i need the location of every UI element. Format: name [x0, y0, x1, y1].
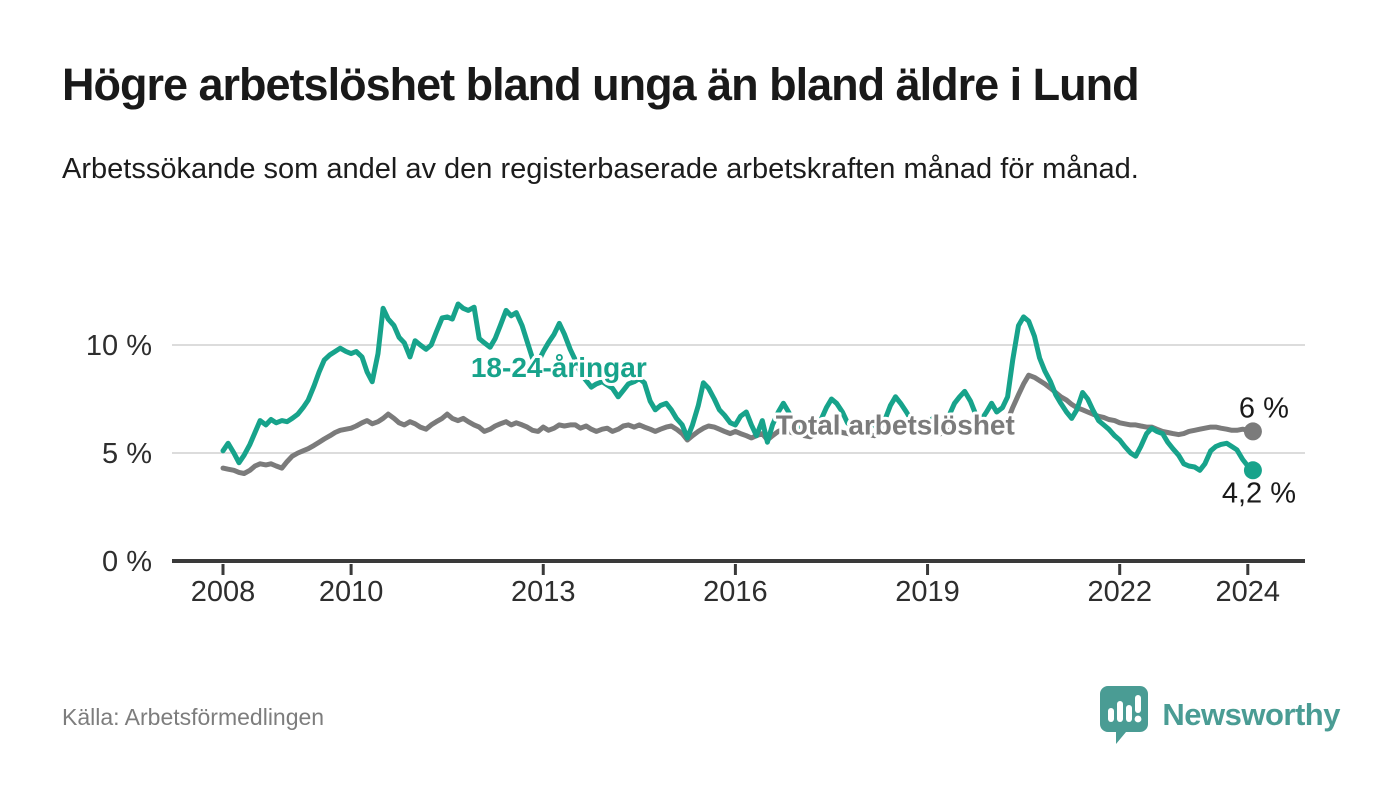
x-tick-label: 2010: [319, 576, 384, 608]
brand-logo: Newsworthy: [1098, 684, 1340, 746]
x-tick-label: 2019: [895, 576, 960, 608]
y-tick-label: 0 %: [102, 546, 152, 578]
x-tick-label: 2024: [1216, 576, 1281, 608]
page-title: Högre arbetslöshet bland unga än bland ä…: [62, 59, 1140, 110]
series-end-value: 4,2 %: [1222, 477, 1296, 509]
series-end-dot: [1243, 422, 1262, 441]
series-end-dot: [1243, 461, 1262, 480]
brand-wordmark: Newsworthy: [1162, 697, 1340, 732]
series-line: [220, 301, 1256, 473]
series-end-value: 6 %: [1239, 392, 1289, 424]
x-tick-label: 2016: [703, 576, 768, 608]
y-tick-label: 5 %: [102, 438, 152, 470]
newsworthy-bubble-icon: [1100, 686, 1149, 744]
x-tick-label: 2013: [511, 576, 576, 608]
x-tick-label: 2008: [191, 576, 256, 608]
page-subtitle: Arbetssökande som andel av den registerb…: [62, 153, 1139, 185]
series-label: Total arbetslöshet: [776, 410, 1015, 441]
x-tick-label: 2022: [1087, 576, 1152, 608]
y-tick-label: 10 %: [86, 330, 152, 362]
source-note: Källa: Arbetsförmedlingen: [62, 704, 325, 730]
series-label: 18-24-åringar: [471, 352, 647, 383]
series-line: [220, 372, 1256, 476]
